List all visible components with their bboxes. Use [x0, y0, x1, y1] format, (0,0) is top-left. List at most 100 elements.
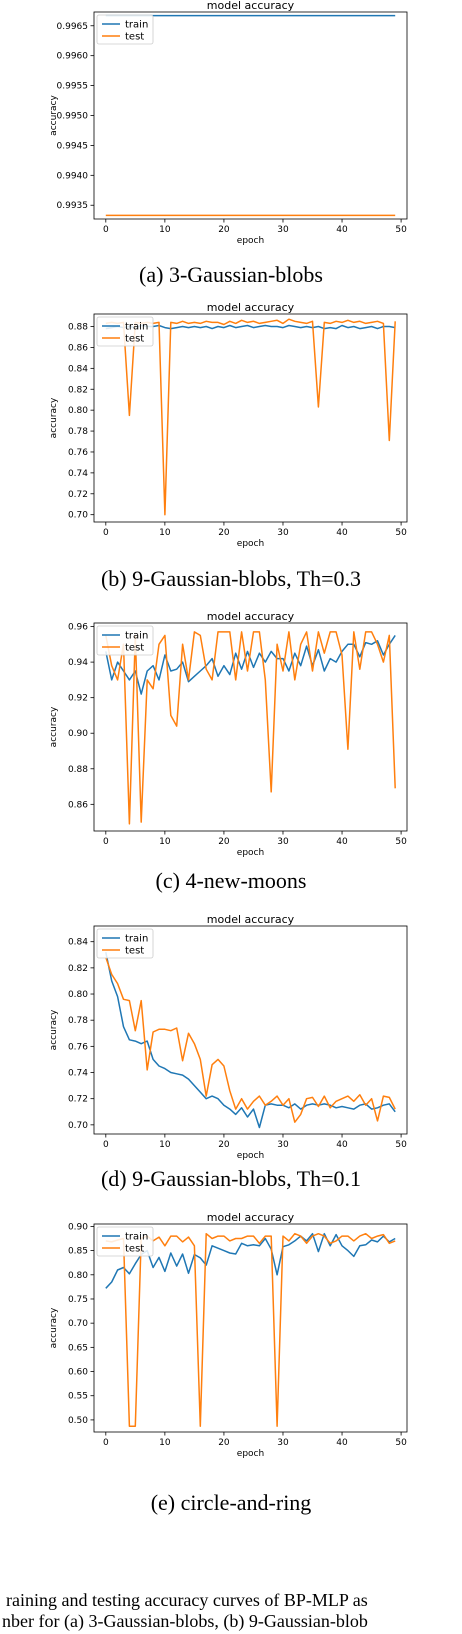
legend-label-train: train	[125, 631, 148, 642]
chart-e: model accuracy 0 10 20 30 40 50 0.50 0.55 0.60 0.6…	[49, 1211, 408, 1459]
x-tick-label: 20	[218, 225, 230, 235]
y-tick-label: 0.80	[68, 990, 88, 1000]
y-tick-label: 0.55	[68, 1392, 88, 1402]
series-line-test	[105, 631, 396, 825]
y-tick-label: 0.85	[68, 1247, 88, 1257]
chart-panel-b: model accuracy 0 10 20 30 40 50 0.70 0.72 0.74 0.7…	[0, 300, 462, 610]
chart-panel-a: model accuracy 0 10 20 30 40 50 0.9935 0.9940 0.9…	[0, 0, 462, 300]
caption-d: (d) 9-Gaussian-blobs, Th=0.1	[100, 1166, 362, 1191]
plot-frame	[93, 1223, 408, 1433]
plot-frame	[93, 925, 408, 1135]
y-tick-label: 0.70	[68, 1121, 88, 1131]
series-line-train	[105, 1232, 396, 1289]
legend-label-train: train	[125, 1232, 148, 1243]
x-tick-label: 0	[103, 225, 109, 235]
y-axis-label: accuracy	[49, 1009, 59, 1050]
y-tick-label: 0.88	[68, 765, 88, 775]
y-tick-label: 0.86	[68, 343, 88, 353]
y-tick-label: 0.74	[68, 1069, 88, 1079]
y-axis-label: accuracy	[49, 95, 59, 136]
y-tick-label: 0.86	[68, 800, 88, 810]
x-axis-label: epoch	[237, 1449, 264, 1459]
y-axis-label: accuracy	[49, 397, 59, 438]
x-tick-label: 40	[336, 528, 348, 538]
chart-a: model accuracy 0 10 20 30 40 50 0.9935 0.9940 0.9…	[49, 0, 408, 246]
y-axis-label: accuracy	[49, 1307, 59, 1348]
y-tick-label: 0.72	[68, 1095, 88, 1105]
x-tick-label: 30	[277, 225, 289, 235]
x-axis-label: epoch	[237, 1151, 264, 1161]
figure-caption-line-2: nber for (a) 3-Gaussian-blobs, (b) 9-Gau…	[2, 1611, 368, 1631]
x-tick-label: 20	[218, 1140, 230, 1150]
legend-label-train: train	[125, 934, 148, 945]
y-tick-label: 0.9945	[57, 141, 89, 151]
x-tick-label: 10	[159, 225, 171, 235]
y-tick-label: 0.78	[68, 1016, 88, 1026]
chart-title: model accuracy	[207, 0, 295, 12]
y-tick-label: 0.9950	[57, 112, 89, 122]
series-line-test	[105, 318, 396, 516]
y-tick-label: 0.9965	[57, 22, 89, 32]
legend-label-test: test	[125, 643, 144, 654]
x-tick-label: 30	[277, 1438, 289, 1448]
x-tick-label: 40	[336, 1140, 348, 1150]
y-tick-label: 0.9960	[57, 52, 89, 62]
x-tick-label: 20	[218, 1438, 230, 1448]
legend-label-test: test	[125, 32, 144, 43]
chart-b: model accuracy 0 10 20 30 40 50 0.70 0.72 0.74 0.7…	[49, 301, 408, 549]
y-tick-label: 0.96	[68, 623, 88, 633]
x-tick-label: 50	[395, 837, 407, 847]
y-tick-label: 0.75	[68, 1295, 88, 1305]
y-tick-label: 0.82	[68, 964, 88, 974]
legend-label-train: train	[125, 20, 148, 31]
x-tick-label: 50	[395, 225, 407, 235]
x-tick-label: 40	[336, 837, 348, 847]
chart-title: model accuracy	[207, 1211, 295, 1224]
y-tick-label: 0.88	[68, 323, 88, 333]
caption-b: (b) 9-Gaussian-blobs, Th=0.3	[100, 566, 362, 591]
y-tick-label: 0.9955	[57, 82, 89, 92]
y-tick-label: 0.82	[68, 385, 88, 395]
y-tick-label: 0.9935	[57, 201, 89, 211]
x-tick-label: 30	[277, 528, 289, 538]
caption-e: (e) circle-and-ring	[150, 1490, 312, 1515]
series-line-train	[105, 952, 396, 1129]
x-tick-label: 40	[336, 225, 348, 235]
x-tick-label: 20	[218, 837, 230, 847]
chart-panel-c: model accuracy 0 10 20 30 40 50 0.86 0.88 0.90 0.9…	[0, 604, 462, 904]
legend-label-test: test	[125, 1244, 144, 1255]
y-tick-label: 0.74	[68, 469, 88, 479]
x-tick-label: 10	[159, 528, 171, 538]
y-tick-label: 0.70	[68, 1319, 88, 1329]
x-tick-label: 0	[103, 528, 109, 538]
legend-label-train: train	[125, 322, 148, 333]
chart-d: model accuracy 0 10 20 30 40 50 0.70 0.72 0.74 0.7…	[49, 913, 408, 1161]
y-tick-label: 0.84	[68, 364, 88, 374]
y-tick-label: 0.9940	[57, 171, 89, 181]
y-tick-label: 0.76	[68, 1042, 88, 1052]
chart-title: model accuracy	[207, 913, 295, 926]
y-tick-label: 0.90	[68, 1222, 88, 1232]
x-tick-label: 50	[395, 1438, 407, 1448]
plot-frame	[93, 622, 408, 832]
chart-title: model accuracy	[207, 301, 295, 314]
x-tick-label: 30	[277, 837, 289, 847]
legend-label-test: test	[125, 946, 144, 957]
series-line-test	[105, 957, 396, 1123]
y-tick-label: 0.70	[68, 511, 88, 521]
x-axis-label: epoch	[237, 236, 264, 246]
series-line-train	[105, 324, 396, 330]
y-tick-label: 0.90	[68, 729, 88, 739]
x-tick-label: 10	[159, 1438, 171, 1448]
y-tick-label: 0.65	[68, 1343, 88, 1353]
y-tick-label: 0.94	[68, 658, 88, 668]
x-tick-label: 40	[336, 1438, 348, 1448]
x-tick-label: 0	[103, 837, 109, 847]
x-axis-label: epoch	[237, 539, 264, 549]
x-tick-label: 10	[159, 1140, 171, 1150]
y-tick-label: 0.80	[68, 406, 88, 416]
y-tick-label: 0.60	[68, 1368, 88, 1378]
x-tick-label: 0	[103, 1140, 109, 1150]
y-tick-label: 0.78	[68, 427, 88, 437]
y-tick-label: 0.92	[68, 694, 88, 704]
